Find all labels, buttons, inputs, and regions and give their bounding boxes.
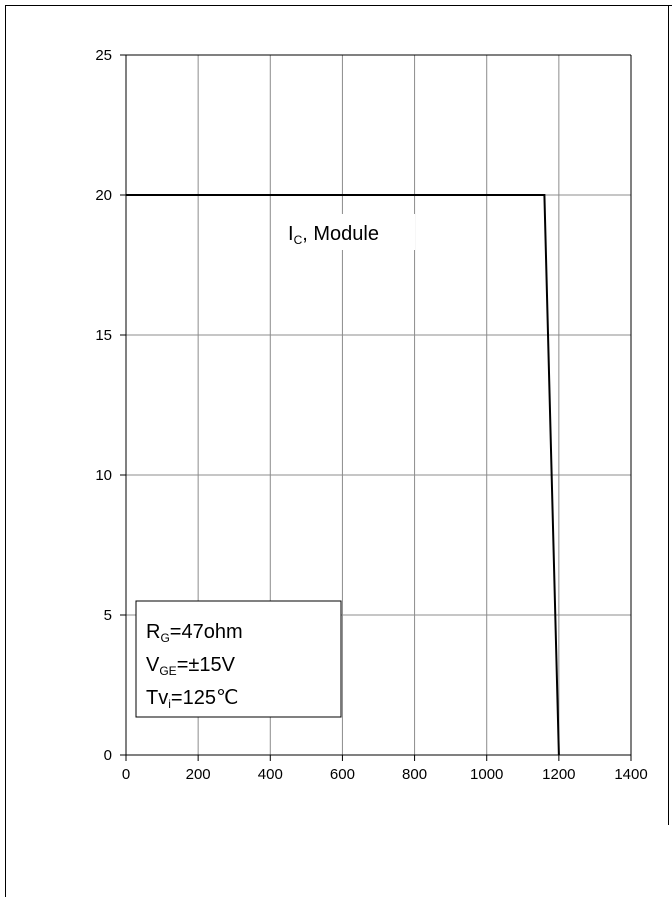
x-tick-label-7: 1400 [614,766,647,783]
x-tick-label-5: 1000 [470,766,503,783]
frame-left-edge [5,5,6,897]
series-label-main: I [288,223,294,245]
x-tick-label-4: 800 [402,766,427,783]
x-tick-label-1: 200 [186,766,211,783]
x-tick-label-6: 1200 [542,766,575,783]
condition-vge: VGE=±15V [146,654,236,678]
x-tick-label-2: 400 [258,766,283,783]
condition-tvj: Tvi=125℃ [146,687,238,711]
series-label-rest: , Module [302,223,379,245]
condition-rg: RG=47ohm [146,621,243,645]
y-tick-labels: 0 5 10 15 20 25 [95,47,112,764]
y-tick-label-0: 0 [104,747,112,764]
series-label-background [283,214,415,250]
series-label-sub: C [294,233,303,247]
y-tick-label-4: 20 [95,187,112,204]
conditions-box: RG=47ohm VGE=±15V Tvi=125℃ [135,600,342,718]
frame-right-edge [668,5,669,825]
x-tick-label-0: 0 [122,766,130,783]
series-label: IC, Module [288,223,379,247]
series-layer [126,194,560,756]
y-tick-label-2: 10 [95,467,112,484]
x-tick-label-3: 600 [330,766,355,783]
y-tick-label-5: 25 [95,47,112,64]
y-tick-label-3: 15 [95,327,112,344]
axes [120,54,632,761]
x-tick-labels: 0 200 400 600 800 1000 1200 1400 [122,766,648,783]
series-line-0 [126,194,560,756]
y-tick-label-1: 5 [104,607,112,624]
frame-top-edge [5,5,672,6]
